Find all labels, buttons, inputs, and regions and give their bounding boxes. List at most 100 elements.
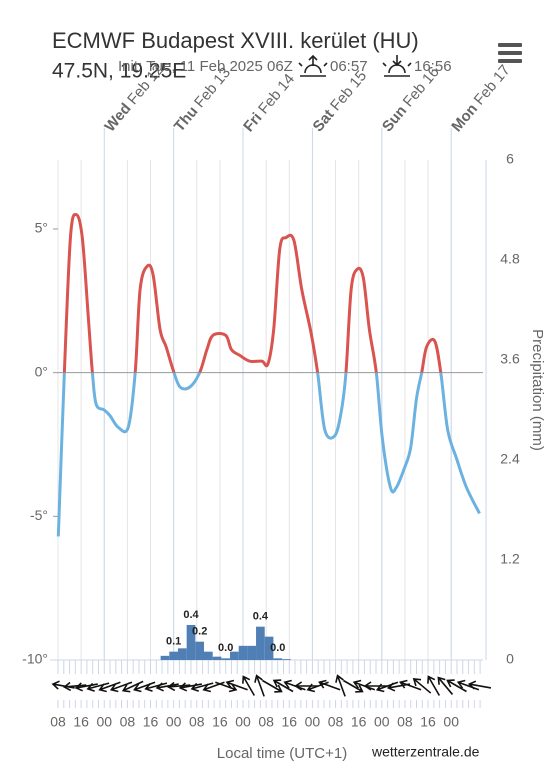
y2-tick-label: 2.4: [500, 451, 520, 467]
precip-label: 0.1: [166, 636, 181, 648]
precip-bar: [204, 651, 213, 660]
y2-tick-label: 3.6: [500, 351, 520, 367]
day-name: Wed: [101, 100, 134, 135]
wind-arrow: [51, 680, 75, 690]
wind-arrow-shape: [456, 679, 480, 691]
wind-arrow: [167, 681, 191, 692]
precip-bar: [273, 658, 283, 660]
wind-arrow: [456, 679, 480, 691]
wind-arrow: [144, 682, 168, 692]
wind-arrow: [412, 678, 432, 694]
wind-arrow-shape: [74, 682, 98, 692]
x-tick-label: 08: [50, 714, 66, 730]
day-label: SunFeb 16: [379, 64, 443, 135]
y2-axis-label: Precipitation (mm): [529, 329, 546, 451]
wind-arrow-shape: [202, 681, 225, 693]
wind-arrow: [437, 676, 454, 695]
precip-bar: [230, 651, 239, 660]
wind-arrow-shape: [446, 679, 467, 693]
wind-arrow-shape: [272, 679, 294, 693]
precip-label: 0.4: [183, 609, 199, 621]
wind-arrow: [446, 679, 467, 693]
wind-arrow-shape: [98, 681, 121, 693]
wind-arrow-shape: [294, 681, 318, 691]
day-name: Sun: [379, 102, 410, 135]
day-name: Fri: [240, 110, 265, 136]
day-date: Feb 17: [471, 62, 514, 109]
wind-arrow: [254, 674, 265, 697]
wind-arrow-shape: [342, 679, 364, 693]
menu-button[interactable]: [498, 43, 522, 63]
x-tick-label: 00: [235, 714, 251, 730]
wind-arrow-shape: [155, 682, 179, 692]
day-name: Thu: [171, 103, 202, 135]
x-tick-label: 16: [212, 714, 228, 730]
wind-arrow-shape: [167, 681, 191, 692]
wind-arrow-shape: [363, 681, 388, 691]
x-tick-label: 16: [143, 714, 159, 730]
x-tick-label: 16: [73, 714, 89, 730]
wind-arrow: [109, 681, 133, 693]
chart-title: ECMWF Budapest XVIII. kerület (HU): [52, 28, 419, 53]
precip-label: 0.0: [218, 642, 233, 654]
x-axis-label: Local time (UTC+1): [217, 745, 347, 762]
wind-arrow-shape: [254, 674, 265, 697]
day-label: MonFeb 17: [448, 62, 513, 135]
x-tick-label: 00: [305, 714, 321, 730]
y2-tick-label: 4.8: [500, 251, 520, 267]
x-tick-label: 08: [258, 714, 274, 730]
x-tick-label: 00: [166, 714, 182, 730]
wind-arrow: [98, 681, 121, 693]
precip-bar: [264, 636, 274, 660]
sunset-time: 16:56: [414, 58, 452, 75]
precip-bar: [212, 656, 222, 660]
wind-arrow-shape: [262, 679, 283, 693]
wind-arrow-shape: [144, 682, 168, 692]
wind-arrow: [318, 679, 341, 691]
precip-bar: [282, 659, 291, 660]
precip-bar: [195, 641, 205, 660]
wind-arrow-shape: [62, 681, 87, 692]
x-tick-label: 16: [351, 714, 367, 730]
day-label: FriFeb 14: [240, 71, 298, 135]
x-tick-label: 16: [282, 714, 298, 730]
wind-arrow-shape: [412, 678, 432, 694]
y-tick-label: -5°: [30, 507, 48, 523]
wind-arrow: [375, 681, 399, 693]
wind-arrow-shape: [375, 681, 399, 693]
wind-arrow: [190, 682, 214, 692]
y2-tick-label: 0: [506, 651, 514, 667]
wind-arrow: [133, 681, 156, 693]
x-tick-label: 08: [397, 714, 413, 730]
wind-arrow-shape: [467, 680, 492, 690]
wind-arrow: [215, 681, 238, 693]
wind-arrow: [335, 674, 346, 697]
wind-arrow-shape: [190, 682, 214, 692]
wind-arrow-shape: [225, 679, 248, 691]
sunrise-icon: [298, 54, 328, 77]
wind-arrow: [178, 682, 202, 692]
wind-arrow-shape: [215, 681, 238, 693]
precip-label: 0.4: [253, 611, 269, 623]
wind-arrow-shape: [86, 682, 110, 692]
x-tick-label: 08: [120, 714, 136, 730]
x-tick-label: 00: [443, 714, 459, 730]
init-time: Init: Tue, 11 Feb 2025 06Z: [118, 58, 293, 75]
wind-arrow-shape: [335, 674, 346, 697]
wind-arrow: [262, 679, 283, 693]
wind-arrow-shape: [133, 681, 156, 693]
wind-arrow: [294, 681, 318, 691]
precip-bar: [247, 645, 257, 660]
temperature-line-negative: [56, 372, 481, 537]
credit: wetterzentrale.de: [371, 744, 480, 760]
day-name: Mon: [448, 101, 481, 136]
wind-arrow: [86, 682, 110, 692]
precip-bar: [221, 658, 231, 660]
wind-arrow: [342, 679, 364, 693]
y-tick-label: -10°: [22, 651, 48, 667]
precip-label: 0.2: [192, 626, 207, 638]
x-tick-label: 00: [374, 714, 390, 730]
wind-arrow-shape: [121, 680, 144, 693]
day-label: SatFeb 15: [310, 67, 371, 135]
